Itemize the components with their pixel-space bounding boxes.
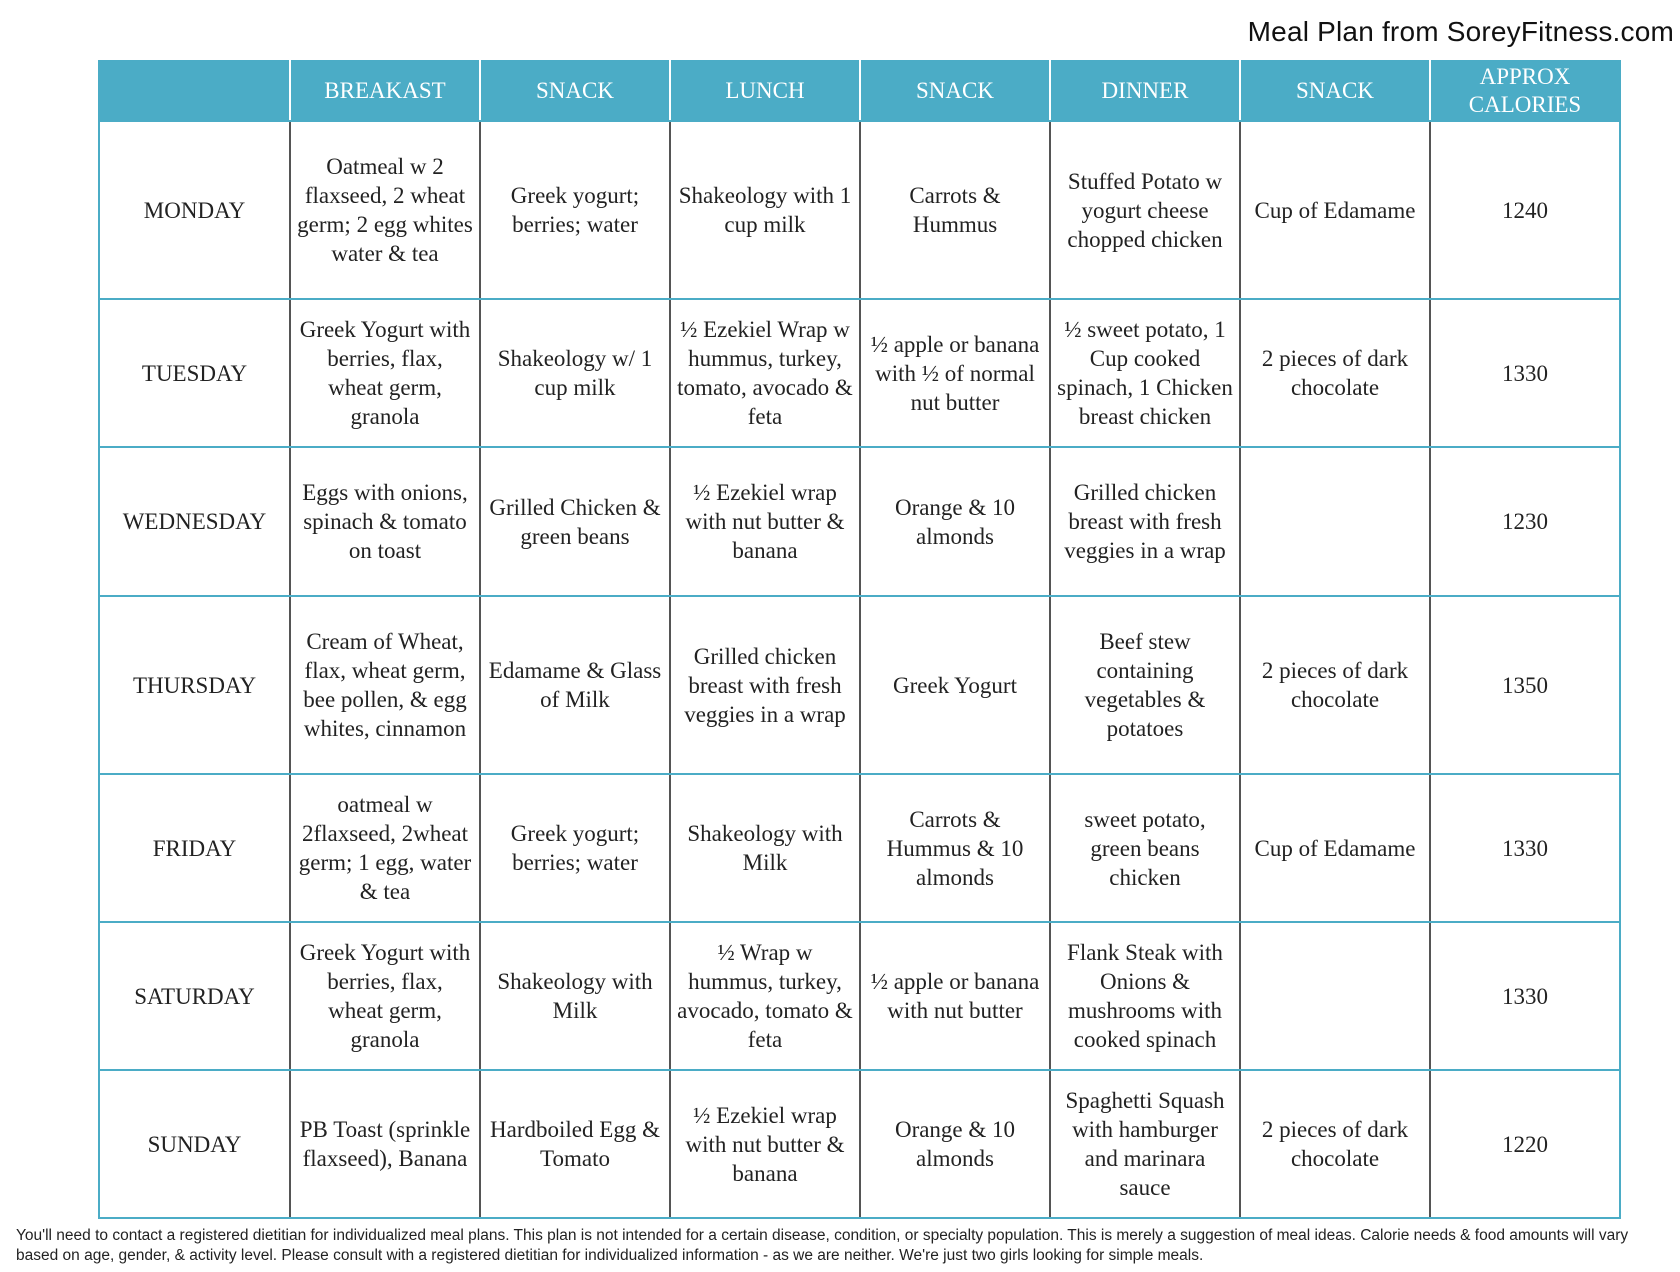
snack-cell: Shakeology w/ 1 cup milk	[479, 298, 671, 448]
breakfast-cell: oatmeal w 2flaxseed, 2wheat germ; 1 egg,…	[289, 773, 481, 923]
breakfast-cell: Eggs with onions, spinach & tomato on to…	[289, 446, 481, 597]
calories-cell: 1350	[1429, 595, 1621, 775]
header-lunch: LUNCH	[669, 60, 861, 122]
site-title: Meal Plan from SoreyFitness.com	[1247, 16, 1674, 47]
snack-cell	[1239, 446, 1431, 597]
header-dinner: DINNER	[1049, 60, 1241, 122]
calories-cell: 1230	[1429, 446, 1621, 597]
day-cell: MONDAY	[98, 120, 291, 300]
snack-cell: Cup of Edamame	[1239, 773, 1431, 923]
table-row: FRIDAY oatmeal w 2flaxseed, 2wheat germ;…	[98, 773, 1621, 923]
table-row: WEDNESDAY Eggs with onions, spinach & to…	[98, 446, 1621, 597]
dinner-cell: Spaghetti Squash with hamburger and mari…	[1049, 1069, 1241, 1219]
snack-cell: Grilled Chicken & green beans	[479, 446, 671, 597]
header-snack-3: SNACK	[1239, 60, 1431, 122]
header-breakfast: BREAKAST	[289, 60, 481, 122]
meal-plan-table: BREAKAST SNACK LUNCH SNACK DINNER SNACK …	[98, 60, 1621, 1219]
header-day	[98, 60, 291, 122]
snack-cell: Carrots & Hummus & 10 almonds	[859, 773, 1051, 923]
calories-cell: 1330	[1429, 773, 1621, 923]
dinner-cell: Flank Steak with Onions & mushrooms with…	[1049, 921, 1241, 1071]
snack-cell: Carrots & Hummus	[859, 120, 1051, 300]
dinner-cell: ½ sweet potato, 1 Cup cooked spinach, 1 …	[1049, 298, 1241, 448]
lunch-cell: Grilled chicken breast with fresh veggie…	[669, 595, 861, 775]
lunch-cell: ½ Wrap w hummus, turkey, avocado, tomato…	[669, 921, 861, 1071]
snack-cell: Hardboiled Egg & Tomato	[479, 1069, 671, 1219]
day-cell: WEDNESDAY	[98, 446, 291, 597]
snack-cell	[1239, 921, 1431, 1071]
day-cell: TUESDAY	[98, 298, 291, 448]
table-row: SATURDAY Greek Yogurt with berries, flax…	[98, 921, 1621, 1071]
table-row: MONDAY Oatmeal w 2 flaxseed, 2 wheat ger…	[98, 120, 1621, 300]
table-row: THURSDAY Cream of Wheat, flax, wheat ger…	[98, 595, 1621, 775]
snack-cell: Shakeology with Milk	[479, 921, 671, 1071]
lunch-cell: Shakeology with 1 cup milk	[669, 120, 861, 300]
dinner-cell: Stuffed Potato w yogurt cheese chopped c…	[1049, 120, 1241, 300]
breakfast-cell: Greek Yogurt with berries, flax, wheat g…	[289, 298, 481, 448]
snack-cell: 2 pieces of dark chocolate	[1239, 1069, 1431, 1219]
disclaimer-footer: You'll need to contact a registered diet…	[16, 1227, 1629, 1264]
lunch-cell: ½ Ezekiel wrap with nut butter & banana	[669, 1069, 861, 1219]
snack-cell: Greek Yogurt	[859, 595, 1051, 775]
dinner-cell: Beef stew containing vegetables & potato…	[1049, 595, 1241, 775]
day-cell: SUNDAY	[98, 1069, 291, 1219]
dinner-cell: Grilled chicken breast with fresh veggie…	[1049, 446, 1241, 597]
calories-cell: 1240	[1429, 120, 1621, 300]
snack-cell: Orange & 10 almonds	[859, 1069, 1051, 1219]
lunch-cell: Shakeology with Milk	[669, 773, 861, 923]
table-row: TUESDAY Greek Yogurt with berries, flax,…	[98, 298, 1621, 448]
table-row: SUNDAY PB Toast (sprinkle flaxseed), Ban…	[98, 1069, 1621, 1219]
lunch-cell: ½ Ezekiel wrap with nut butter & banana	[669, 446, 861, 597]
snack-cell: Orange & 10 almonds	[859, 446, 1051, 597]
breakfast-cell: Greek Yogurt with berries, flax, wheat g…	[289, 921, 481, 1071]
header-snack-1: SNACK	[479, 60, 671, 122]
snack-cell: ½ apple or banana with nut butter	[859, 921, 1051, 1071]
header-calories: APPROX CALORIES	[1429, 60, 1621, 122]
snack-cell: Greek yogurt; berries; water	[479, 120, 671, 300]
breakfast-cell: PB Toast (sprinkle flaxseed), Banana	[289, 1069, 481, 1219]
snack-cell: 2 pieces of dark chocolate	[1239, 595, 1431, 775]
snack-cell: Edamame & Glass of Milk	[479, 595, 671, 775]
dinner-cell: sweet potato, green beans chicken	[1049, 773, 1241, 923]
header-row: BREAKAST SNACK LUNCH SNACK DINNER SNACK …	[98, 60, 1621, 122]
snack-cell: Cup of Edamame	[1239, 120, 1431, 300]
snack-cell: Greek yogurt; berries; water	[479, 773, 671, 923]
header-snack-2: SNACK	[859, 60, 1051, 122]
calories-cell: 1220	[1429, 1069, 1621, 1219]
calories-cell: 1330	[1429, 921, 1621, 1071]
day-cell: THURSDAY	[98, 595, 291, 775]
day-cell: SATURDAY	[98, 921, 291, 1071]
snack-cell: 2 pieces of dark chocolate	[1239, 298, 1431, 448]
breakfast-cell: Oatmeal w 2 flaxseed, 2 wheat germ; 2 eg…	[289, 120, 481, 300]
calories-cell: 1330	[1429, 298, 1621, 448]
breakfast-cell: Cream of Wheat, flax, wheat germ, bee po…	[289, 595, 481, 775]
snack-cell: ½ apple or banana with ½ of normal nut b…	[859, 298, 1051, 448]
lunch-cell: ½ Ezekiel Wrap w hummus, turkey, tomato,…	[669, 298, 861, 448]
day-cell: FRIDAY	[98, 773, 291, 923]
